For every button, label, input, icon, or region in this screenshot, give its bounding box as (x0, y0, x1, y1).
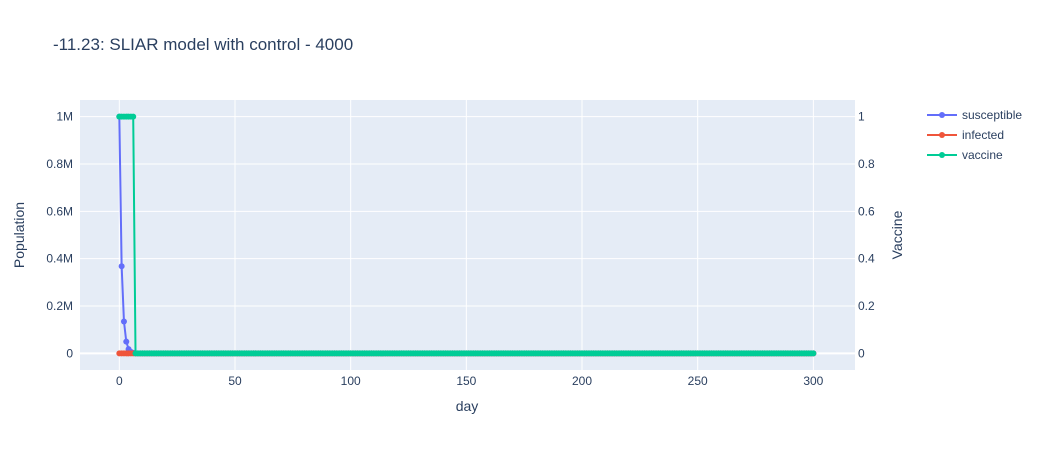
x-tick-label: 50 (228, 374, 242, 388)
y2-tick-label: 0.4 (858, 252, 875, 266)
legend-label: susceptible (962, 108, 1022, 122)
x-tick-label: 300 (803, 374, 823, 388)
x-axis-title: day (456, 398, 479, 414)
legend-label: vaccine (962, 148, 1003, 162)
legend-item-infected[interactable]: infected (927, 128, 1004, 142)
y2-tick-label: 0.8 (858, 157, 875, 171)
x-tick-label: 100 (341, 374, 361, 388)
legend-swatch-marker (939, 152, 945, 158)
y2-tick-label: 0.6 (858, 204, 875, 218)
chart-title: -11.23: SLIAR model with control - 4000 (53, 35, 353, 54)
y2-axis-title: Vaccine (889, 210, 905, 259)
data-point-susceptible (120, 318, 127, 325)
y-axis-title: Population (11, 202, 27, 268)
y-tick-label: 0.2M (46, 299, 73, 313)
x-tick-label: 0 (116, 374, 123, 388)
y2-tick-label: 0 (858, 346, 865, 360)
y-tick-label: 0.8M (46, 157, 73, 171)
y-tick-label: 0.4M (46, 252, 73, 266)
y-tick-label: 0 (66, 346, 73, 360)
data-point-susceptible (118, 263, 125, 270)
series-layer (116, 113, 817, 357)
y-tick-label: 0.6M (46, 204, 73, 218)
x-tick-label: 250 (688, 374, 708, 388)
legend-label: infected (962, 128, 1004, 142)
legend[interactable]: susceptible infected vaccine (927, 108, 1022, 162)
legend-item-vaccine[interactable]: vaccine (927, 148, 1003, 162)
plot-area (80, 100, 855, 370)
tick-labels: 0 50 100 150 200 250 300 0 0.2M 0.4M 0.6M 0.8M 1M 0 0.… (46, 110, 875, 388)
data-point-vaccine (130, 113, 137, 120)
series-vaccine (116, 113, 817, 357)
x-tick-label: 150 (456, 374, 476, 388)
y2-tick-label: 1 (858, 110, 865, 124)
legend-swatch-marker (939, 132, 945, 138)
y2-tick-label: 0.2 (858, 299, 875, 313)
x-tick-label: 200 (572, 374, 592, 388)
data-point-vaccine (810, 350, 817, 357)
data-point-susceptible (123, 338, 130, 345)
legend-item-susceptible[interactable]: susceptible (927, 108, 1022, 122)
y-tick-label: 1M (56, 110, 73, 124)
legend-swatch-marker (939, 112, 945, 118)
